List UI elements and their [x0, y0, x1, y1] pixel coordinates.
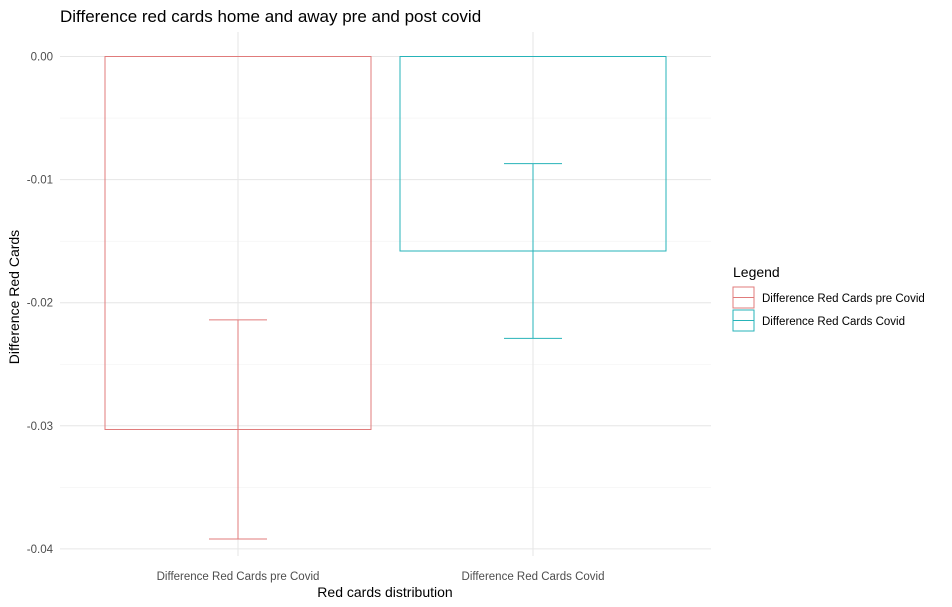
legend-title: Legend: [733, 264, 780, 280]
legend-item: Difference Red Cards pre Covid: [732, 286, 925, 309]
y-tick-label: -0.02: [27, 298, 53, 310]
chart-title: Difference red cards home and away pre a…: [60, 7, 481, 26]
x-tick-label: Difference Red Cards pre Covid: [157, 571, 320, 583]
y-axis-label: Difference Red Cards: [6, 230, 22, 364]
legend-label: Difference Red Cards Covid: [762, 316, 905, 328]
y-tick-label: -0.01: [27, 175, 53, 187]
legend-label: Difference Red Cards pre Covid: [762, 293, 925, 305]
y-tick-label: -0.04: [27, 544, 54, 556]
error-bar: [504, 163, 562, 339]
bars: [104, 56, 667, 430]
x-axis-label: Red cards distribution: [317, 584, 452, 600]
x-ticks: Difference Red Cards pre Covid Difference…: [157, 571, 605, 583]
y-tick-label: 0.00: [31, 52, 53, 64]
error-bars: [209, 163, 562, 540]
y-tick-label: -0.03: [27, 421, 53, 433]
y-ticks: 0.00 -0.01 -0.02 -0.03 -0.04: [27, 52, 54, 556]
legend: Legend Difference Red Cards pre Covid Dif…: [732, 264, 925, 332]
error-bar: [209, 319, 267, 540]
x-tick-label: Difference Red Cards Covid: [462, 571, 605, 583]
legend-item: Difference Red Cards Covid: [732, 309, 905, 332]
grid: [60, 32, 711, 556]
